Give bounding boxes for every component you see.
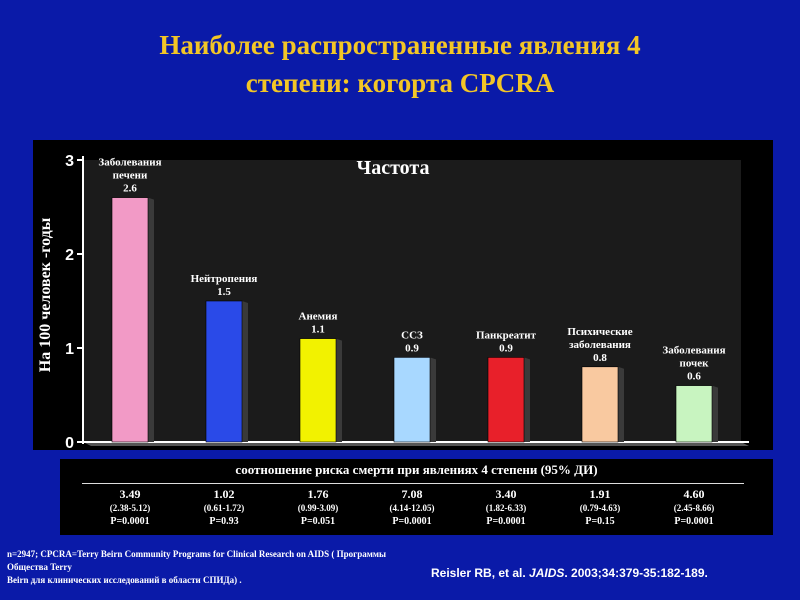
- bar: [393, 357, 431, 443]
- category-label: Психические: [567, 326, 632, 338]
- citation-details: . 2003;34:379-35:182-189.: [564, 566, 708, 580]
- hr-cell: 7.08 (4.14-12.05) P=0.0001: [367, 487, 457, 529]
- hr-cell: 1.02 (0.61-1.72) P=0.93: [179, 487, 269, 529]
- bar: [581, 366, 619, 443]
- hr-ci: (0.61-1.72): [203, 503, 245, 513]
- chart-panel: 0 1 2 3 На 100 человек -годы Частота Заболеван…: [33, 140, 773, 450]
- hr-p-value: P=0.15: [585, 516, 615, 527]
- bar-side: [336, 338, 342, 442]
- bar-side: [524, 357, 530, 442]
- citation-authors: Reisler RB, et al.: [431, 566, 530, 580]
- data-label: 0.9: [499, 342, 513, 354]
- hr-ci: (1.82-6.33): [485, 503, 527, 513]
- bar: [675, 385, 713, 443]
- citation: Reisler RB, et al. JAIDS. 2003;34:379-35…: [431, 566, 708, 580]
- bar-side: [430, 357, 436, 442]
- hr-p-value: P=0.0001: [674, 516, 714, 527]
- hr-cell: 3.40 (1.82-6.33) P=0.0001: [461, 487, 551, 529]
- table-title: соотношение риска смерти при явлениях 4 …: [235, 462, 598, 477]
- y-tick-label: 3: [65, 153, 74, 170]
- hr-p-value: P=0.051: [300, 516, 336, 527]
- hr-cell: 4.60 (2.45-8.66) P=0.0001: [649, 487, 739, 529]
- bar: [299, 338, 337, 443]
- footnote: n=2947; CPCRA=Terry Beirn Community Prog…: [7, 548, 427, 587]
- title-line-2: степени: когорта CPCRA: [245, 68, 555, 98]
- hr-ci: (0.99-3.09): [297, 503, 339, 513]
- hr-cell: 3.49 (2.38-5.12) P=0.0001: [85, 487, 175, 529]
- category-label: Панкреатит: [476, 329, 537, 341]
- category-label: ССЗ: [401, 329, 423, 341]
- hr-value: 4.60: [683, 487, 705, 501]
- category-label: Нейтропения: [191, 273, 258, 285]
- hr-value: 3.40: [495, 487, 517, 501]
- hr-ci: (2.45-8.66): [673, 503, 715, 513]
- category-label: Заболевания: [98, 157, 161, 169]
- category-label: печени: [113, 170, 148, 182]
- bar-side: [242, 301, 248, 442]
- hr-p-value: P=0.0001: [392, 516, 432, 527]
- bar: [487, 357, 525, 443]
- hr-ci: (2.38-5.12): [109, 503, 151, 513]
- bar: [205, 300, 243, 443]
- hr-ci: (4.14-12.05): [389, 503, 435, 513]
- data-label: 1.1: [311, 324, 325, 336]
- category-label: заболевания: [569, 339, 631, 351]
- data-label: 0.6: [687, 371, 701, 383]
- category-label: Заболевания: [662, 345, 725, 357]
- footnote-line-1: n=2947; CPCRA=Terry Beirn Community Prog…: [7, 549, 387, 572]
- hr-p-value: P=0.0001: [486, 516, 526, 527]
- bar-side: [712, 385, 718, 442]
- bar-side: [148, 197, 154, 442]
- y-tick-label: 0: [65, 435, 74, 450]
- data-label: 0.8: [593, 352, 607, 364]
- data-label: 1.5: [217, 286, 231, 298]
- hr-value: 1.91: [589, 487, 611, 501]
- hr-ci: (0.79-4.63): [579, 503, 621, 513]
- data-label: 0.9: [405, 342, 419, 354]
- hr-cell: 1.76 (0.99-3.09) P=0.051: [273, 487, 363, 529]
- hazard-ratio-table: соотношение риска смерти при явлениях 4 …: [60, 459, 773, 535]
- page-title: Наиболее распространенные явления 4 степ…: [0, 26, 800, 102]
- hr-value: 1.76: [307, 487, 329, 501]
- bar-side: [618, 366, 624, 442]
- category-label: Анемия: [299, 311, 338, 323]
- hr-p-value: P=0.0001: [110, 516, 150, 527]
- y-tick-label: 1: [65, 341, 74, 358]
- category-label: почек: [680, 358, 710, 370]
- hr-value: 3.49: [119, 487, 141, 501]
- chart-title: Частота: [357, 157, 430, 179]
- y-axis-label: На 100 человек -годы: [37, 217, 54, 372]
- y-tick-label: 2: [65, 247, 74, 264]
- footnote-line-2: Beirn для клинических исследований в обл…: [7, 575, 242, 585]
- bar: [111, 197, 149, 443]
- hr-value: 1.02: [213, 487, 235, 501]
- title-line-1: Наиболее распространенные явления 4: [159, 30, 641, 60]
- data-label: 2.6: [123, 183, 137, 195]
- citation-journal: JAIDS: [529, 566, 565, 580]
- bar-chart: 0 1 2 3 На 100 человек -годы Частота Заболеван…: [37, 153, 749, 450]
- table-divider: [82, 483, 744, 484]
- hr-cell: 1.91 (0.79-4.63) P=0.15: [555, 487, 645, 529]
- hr-value: 7.08: [401, 487, 423, 501]
- hr-p-value: P=0.93: [209, 516, 239, 527]
